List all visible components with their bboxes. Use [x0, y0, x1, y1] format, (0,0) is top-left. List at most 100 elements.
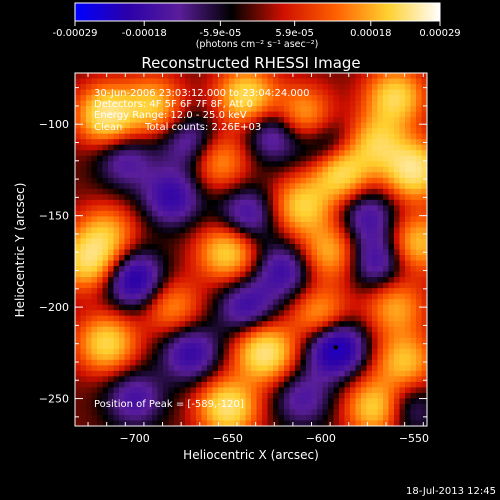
heatmap-cell: [212, 194, 219, 201]
heatmap-cell: [157, 243, 164, 250]
heatmap-cell: [421, 288, 427, 295]
heatmap-cell: [97, 128, 103, 135]
heatmap-cell: [97, 188, 103, 195]
heatmap-cell: [273, 133, 279, 140]
heatmap-cell: [119, 205, 125, 212]
heatmap-cell: [75, 381, 81, 388]
heatmap-cell: [416, 210, 422, 217]
heatmap-cell: [295, 354, 301, 361]
heatmap-cell: [344, 370, 351, 377]
heatmap-cell: [399, 249, 406, 256]
heatmap-cell: [119, 332, 125, 339]
heatmap-cell: [124, 277, 131, 283]
heatmap-cell: [229, 238, 235, 245]
heatmap-cell: [322, 337, 329, 344]
heatmap-cell: [295, 420, 301, 426]
heatmap-cell: [339, 381, 345, 388]
heatmap-cell: [157, 304, 164, 311]
heatmap-cell: [75, 271, 81, 278]
heatmap-cell: [179, 315, 186, 322]
heatmap-cell: [179, 332, 186, 339]
heatmap-cell: [394, 293, 400, 300]
heatmap-cell: [119, 299, 125, 306]
heatmap-cell: [229, 255, 235, 261]
heatmap-cell: [196, 166, 202, 173]
heatmap-cell: [251, 84, 257, 90]
heatmap-cell: [91, 199, 98, 206]
heatmap-cell: [146, 365, 153, 372]
heatmap-cell: [75, 403, 81, 410]
heatmap-cell: [361, 310, 367, 317]
heatmap-cell: [289, 282, 296, 289]
heatmap-cell: [295, 100, 301, 107]
heatmap-cell: [86, 73, 92, 79]
heatmap-cell: [267, 354, 274, 361]
heatmap-cell: [86, 354, 92, 361]
heatmap-cell: [207, 238, 213, 245]
heatmap-cell: [267, 95, 274, 101]
heatmap-cell: [295, 166, 301, 173]
heatmap-cell: [410, 210, 417, 217]
heatmap-cell: [124, 155, 131, 162]
heatmap-cell: [113, 78, 120, 85]
heatmap-cell: [124, 343, 131, 350]
heatmap-cell: [163, 199, 169, 206]
heatmap-cell: [168, 403, 175, 410]
heatmap-cell: [350, 106, 356, 113]
heatmap-cell: [229, 403, 235, 410]
heatmap-cell: [322, 420, 329, 426]
heatmap-cell: [273, 321, 279, 328]
heatmap-cell: [267, 144, 274, 151]
heatmap-cell: [289, 293, 296, 300]
heatmap-cell: [322, 227, 329, 234]
heatmap-cell: [113, 332, 120, 339]
heatmap-cell: [295, 188, 301, 195]
heatmap-cell: [146, 392, 153, 399]
heatmap-cell: [240, 343, 246, 350]
heatmap-cell: [328, 420, 334, 426]
heatmap-cell: [152, 271, 158, 278]
heatmap-cell: [97, 282, 103, 289]
annotation-time-range: 30-Jun-2006 23:03:12.000 to 23:04:24.000: [94, 88, 310, 99]
heatmap-cell: [146, 84, 153, 90]
heatmap-cell: [289, 139, 296, 146]
heatmap-cell: [223, 117, 230, 124]
heatmap-cell: [212, 117, 219, 124]
heatmap-cell: [421, 409, 427, 416]
heatmap-cell: [91, 315, 98, 322]
heatmap-cell: [405, 216, 411, 223]
heatmap-cell: [86, 227, 92, 234]
heatmap-cell: [113, 321, 120, 328]
heatmap-cell: [361, 205, 367, 212]
heatmap-cell: [394, 128, 400, 135]
heatmap-cell: [196, 117, 202, 124]
heatmap-cell: [273, 354, 279, 361]
heatmap-cell: [102, 282, 109, 289]
heatmap-cell: [102, 144, 109, 151]
heatmap-cell: [333, 348, 340, 355]
heatmap-cell: [256, 177, 263, 184]
heatmap-cell: [152, 321, 158, 328]
heatmap-cell: [405, 414, 411, 421]
heatmap-cell: [267, 78, 274, 85]
heatmap-cell: [273, 277, 279, 283]
heatmap-cell: [388, 321, 395, 328]
heatmap-cell: [102, 117, 109, 124]
heatmap-cell: [223, 365, 230, 372]
heatmap-cell: [174, 332, 180, 339]
heatmap-image: [75, 73, 427, 426]
heatmap-cell: [350, 409, 356, 416]
heatmap-cell: [410, 304, 417, 311]
heatmap-cell: [201, 376, 208, 383]
heatmap-cell: [366, 249, 373, 256]
heatmap-cell: [240, 205, 246, 212]
heatmap-cell: [377, 282, 384, 289]
heatmap-cell: [377, 210, 384, 217]
heatmap-cell: [262, 260, 268, 267]
heatmap-cell: [130, 205, 136, 212]
heatmap-cell: [339, 183, 345, 190]
heatmap-cell: [388, 387, 395, 394]
heatmap-cell: [212, 111, 219, 118]
heatmap-cell: [201, 150, 208, 157]
heatmap-cell: [207, 183, 213, 190]
